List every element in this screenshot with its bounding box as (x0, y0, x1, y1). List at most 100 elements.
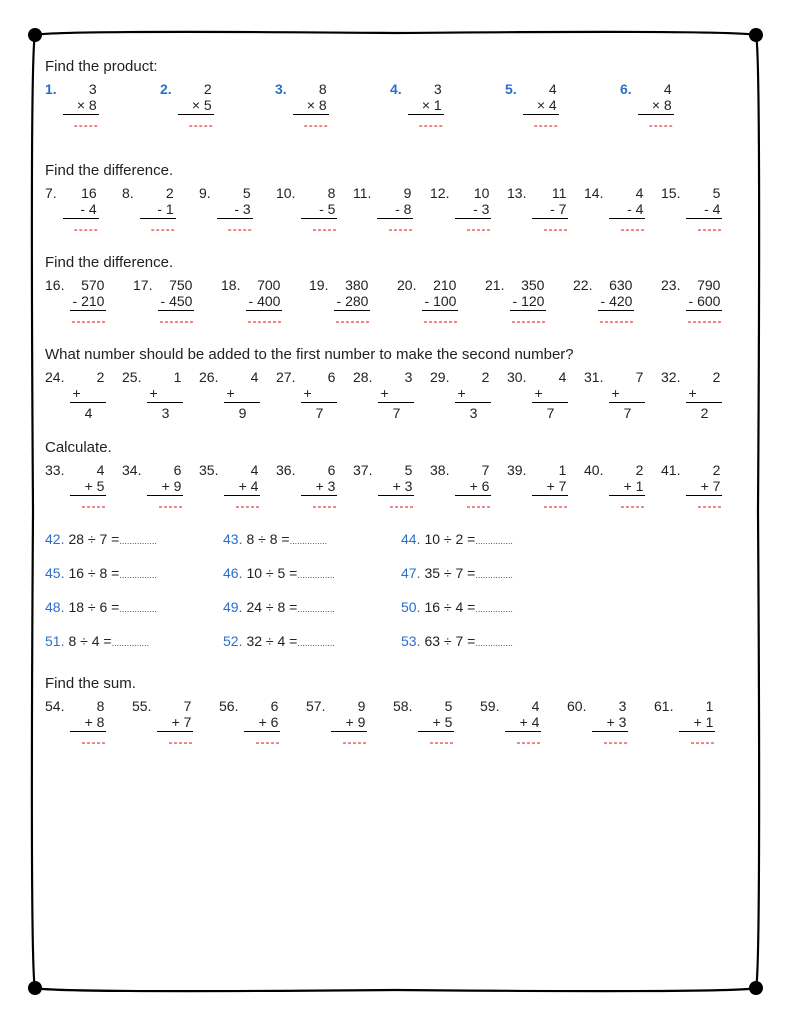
answer-blank[interactable]: ----- (592, 732, 628, 749)
answer-blank[interactable]: ----- (679, 732, 715, 749)
vertical-problem: 3+ 7 (378, 369, 414, 421)
answer-blank[interactable]: ............... (297, 638, 335, 648)
answer-blank[interactable]: ------- (334, 311, 370, 328)
operand-top: 7 (157, 698, 193, 714)
operator-blank[interactable]: + (224, 385, 260, 403)
operator-blank[interactable]: + (301, 385, 337, 403)
operator-blank[interactable]: + (609, 385, 645, 403)
operator-blank[interactable]: + (378, 385, 414, 403)
operator-blank[interactable]: + (455, 385, 491, 403)
expression: 28 ÷ 7 = (68, 531, 119, 547)
vertical-problem: 8+ 8----- (70, 698, 106, 749)
problem-row: 24.2+ 425.1+ 326.4+ 927.6+ 728.3+ 729.2+… (45, 369, 751, 421)
answer-blank[interactable]: ----- (70, 496, 106, 513)
answer-blank[interactable]: ----- (532, 219, 568, 236)
answer-blank[interactable]: ............... (475, 536, 513, 546)
problem-number: 7. (45, 185, 57, 201)
answer-blank[interactable]: ----- (418, 732, 454, 749)
answer-blank[interactable]: ----- (293, 115, 329, 132)
answer-blank[interactable]: ............... (297, 570, 335, 580)
answer-blank[interactable]: ----- (532, 496, 568, 513)
answer-blank[interactable]: ------- (422, 311, 458, 328)
math-problem: 23.790- 600------- (661, 277, 749, 328)
answer-blank[interactable]: ----- (178, 115, 214, 132)
operator-blank[interactable]: + (70, 385, 106, 403)
math-problem: 35.4+ 4----- (199, 462, 276, 513)
answer-blank[interactable]: ----- (378, 496, 414, 513)
answer-blank[interactable]: ----- (686, 496, 722, 513)
answer-blank[interactable]: ............... (112, 638, 150, 648)
operand-top: 750 (158, 277, 194, 293)
math-problem: 46.10 ÷ 5 =............... (223, 565, 401, 581)
answer-blank[interactable]: ............... (475, 638, 513, 648)
math-problem: 53.63 ÷ 7 =............... (401, 633, 579, 649)
operand-bottom: × 8 (293, 97, 329, 115)
answer-blank[interactable]: ----- (217, 219, 253, 236)
vertical-problem: 2- 1----- (140, 185, 176, 236)
answer-blank[interactable]: ----- (331, 732, 367, 749)
answer-blank[interactable]: ----- (140, 219, 176, 236)
math-problem: 18.700- 400------- (221, 277, 309, 328)
answer-blank[interactable]: ----- (455, 496, 491, 513)
answer-blank[interactable]: ----- (505, 732, 541, 749)
operand-top: 2 (70, 369, 106, 385)
operand-top: 2 (609, 462, 645, 478)
answer-blank[interactable]: ----- (377, 219, 413, 236)
expression: 35 ÷ 7 = (424, 565, 475, 581)
operand-top: 6 (147, 462, 183, 478)
answer-blank[interactable]: ----- (638, 115, 674, 132)
answer-blank[interactable]: ----- (224, 496, 260, 513)
operand-bottom: - 600 (686, 293, 722, 311)
answer-blank[interactable]: ----- (157, 732, 193, 749)
vertical-problem: 630- 420------- (598, 277, 634, 328)
answer-blank[interactable]: ----- (301, 219, 337, 236)
answer-blank[interactable]: ............... (475, 570, 513, 580)
vertical-problem: 4× 8----- (638, 81, 674, 132)
problem-number: 16. (45, 277, 64, 293)
problem-number: 59. (480, 698, 499, 714)
answer-blank[interactable]: ------- (598, 311, 634, 328)
answer-blank[interactable]: ----- (686, 219, 722, 236)
operand-bottom: + 9 (331, 714, 367, 732)
vertical-problem: 5+ 5----- (418, 698, 454, 749)
worksheet-page: Find the product: 1.3× 8-----2.2× 5-----… (0, 0, 791, 1023)
vertical-problem: 8- 5----- (301, 185, 337, 236)
answer-blank[interactable]: ------- (70, 311, 106, 328)
math-problem: 30.4+ 7 (507, 369, 584, 421)
math-problem: 44.10 ÷ 2 =............... (401, 531, 579, 547)
answer-blank[interactable]: ----- (523, 115, 559, 132)
answer-blank[interactable]: ----- (147, 496, 183, 513)
operator-blank[interactable]: + (686, 385, 722, 403)
answer-blank[interactable]: ............... (119, 570, 157, 580)
answer-blank[interactable]: ----- (455, 219, 491, 236)
vertical-problem: 9- 8----- (377, 185, 413, 236)
answer-blank[interactable]: ------- (158, 311, 194, 328)
math-problem: 16.570- 210------- (45, 277, 133, 328)
answer-blank[interactable]: ----- (408, 115, 444, 132)
operator-blank[interactable]: + (147, 385, 183, 403)
vertical-problem: 2+ 4 (70, 369, 106, 421)
answer-blank[interactable]: ------- (510, 311, 546, 328)
answer-blank[interactable]: ----- (70, 732, 106, 749)
answer-blank[interactable]: ............... (290, 536, 328, 546)
vertical-problem: 6+ 6----- (244, 698, 280, 749)
math-problem: 48.18 ÷ 6 =............... (45, 599, 223, 615)
answer-blank[interactable]: ............... (119, 536, 157, 546)
answer-blank[interactable]: ----- (63, 115, 99, 132)
answer-blank[interactable]: ............... (297, 604, 335, 614)
answer-blank[interactable]: ----- (301, 496, 337, 513)
answer-blank[interactable]: ............... (475, 604, 513, 614)
answer-blank[interactable]: ----- (609, 219, 645, 236)
answer-blank[interactable]: ------- (246, 311, 282, 328)
answer-blank[interactable]: ----- (609, 496, 645, 513)
expression: 10 ÷ 5 = (246, 565, 297, 581)
problem-number: 15. (661, 185, 680, 201)
operator-blank[interactable]: + (532, 385, 568, 403)
operand-bottom: + 1 (679, 714, 715, 732)
answer-blank[interactable]: ............... (119, 604, 157, 614)
answer-blank[interactable]: ------- (686, 311, 722, 328)
answer-blank[interactable]: ----- (63, 219, 99, 236)
problem-number: 10. (276, 185, 295, 201)
problem-number: 22. (573, 277, 592, 293)
answer-blank[interactable]: ----- (244, 732, 280, 749)
